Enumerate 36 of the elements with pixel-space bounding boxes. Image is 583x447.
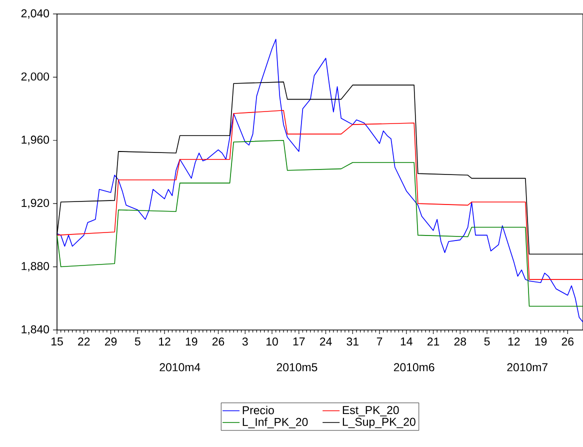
x-tick-label: 14 (400, 338, 412, 346)
y-tick-label: 1,960 (22, 136, 50, 146)
x-tick-label: 26 (212, 338, 224, 346)
text: 2010m5 (276, 363, 318, 372)
line-series (56, 110, 583, 280)
x-tick-label: 15 (52, 338, 63, 346)
text: 2010m7 (507, 363, 548, 372)
legend-label: Precio (242, 406, 274, 414)
x-tick-label: 10 (266, 338, 278, 346)
y-tick-label: 2,040 (21, 9, 50, 19)
y-tick-label: 1,880 (22, 262, 50, 272)
legend-label: L_Sup_PK_20 (342, 418, 416, 428)
text: 2010m6 (394, 363, 434, 372)
legend-label: L_Inf_PK_20 (242, 418, 308, 428)
line-series (56, 140, 583, 307)
x-tick-label: 7 (376, 338, 382, 346)
x-tick-label: 22 (78, 338, 90, 346)
x-tick-label: 19 (186, 338, 198, 346)
x-tick-label: 28 (454, 338, 466, 346)
y-tick-label: 2,000 (21, 72, 50, 82)
x-tick-label: 19 (535, 338, 547, 346)
x-tick-label: 24 (320, 338, 332, 346)
x-tick-label: 31 (346, 338, 358, 346)
x-tick-label: 29 (104, 338, 117, 346)
x-tick-label: 12 (508, 338, 520, 346)
x-tick-label: 3 (242, 338, 248, 346)
y-tick-label: 1,840 (22, 325, 50, 335)
text: 2010m4 (160, 363, 200, 372)
x-tick-label: 5 (134, 338, 140, 346)
y-tick-label: 1,920 (22, 198, 50, 208)
legend-label: Est_PK_20 (342, 406, 399, 416)
x-tick-label: 5 (484, 338, 490, 346)
x-tick-label: 26 (562, 338, 574, 346)
x-tick-label: 21 (427, 338, 440, 346)
x-tick-label: 17 (293, 338, 305, 346)
x-tick-label: 12 (159, 338, 170, 346)
